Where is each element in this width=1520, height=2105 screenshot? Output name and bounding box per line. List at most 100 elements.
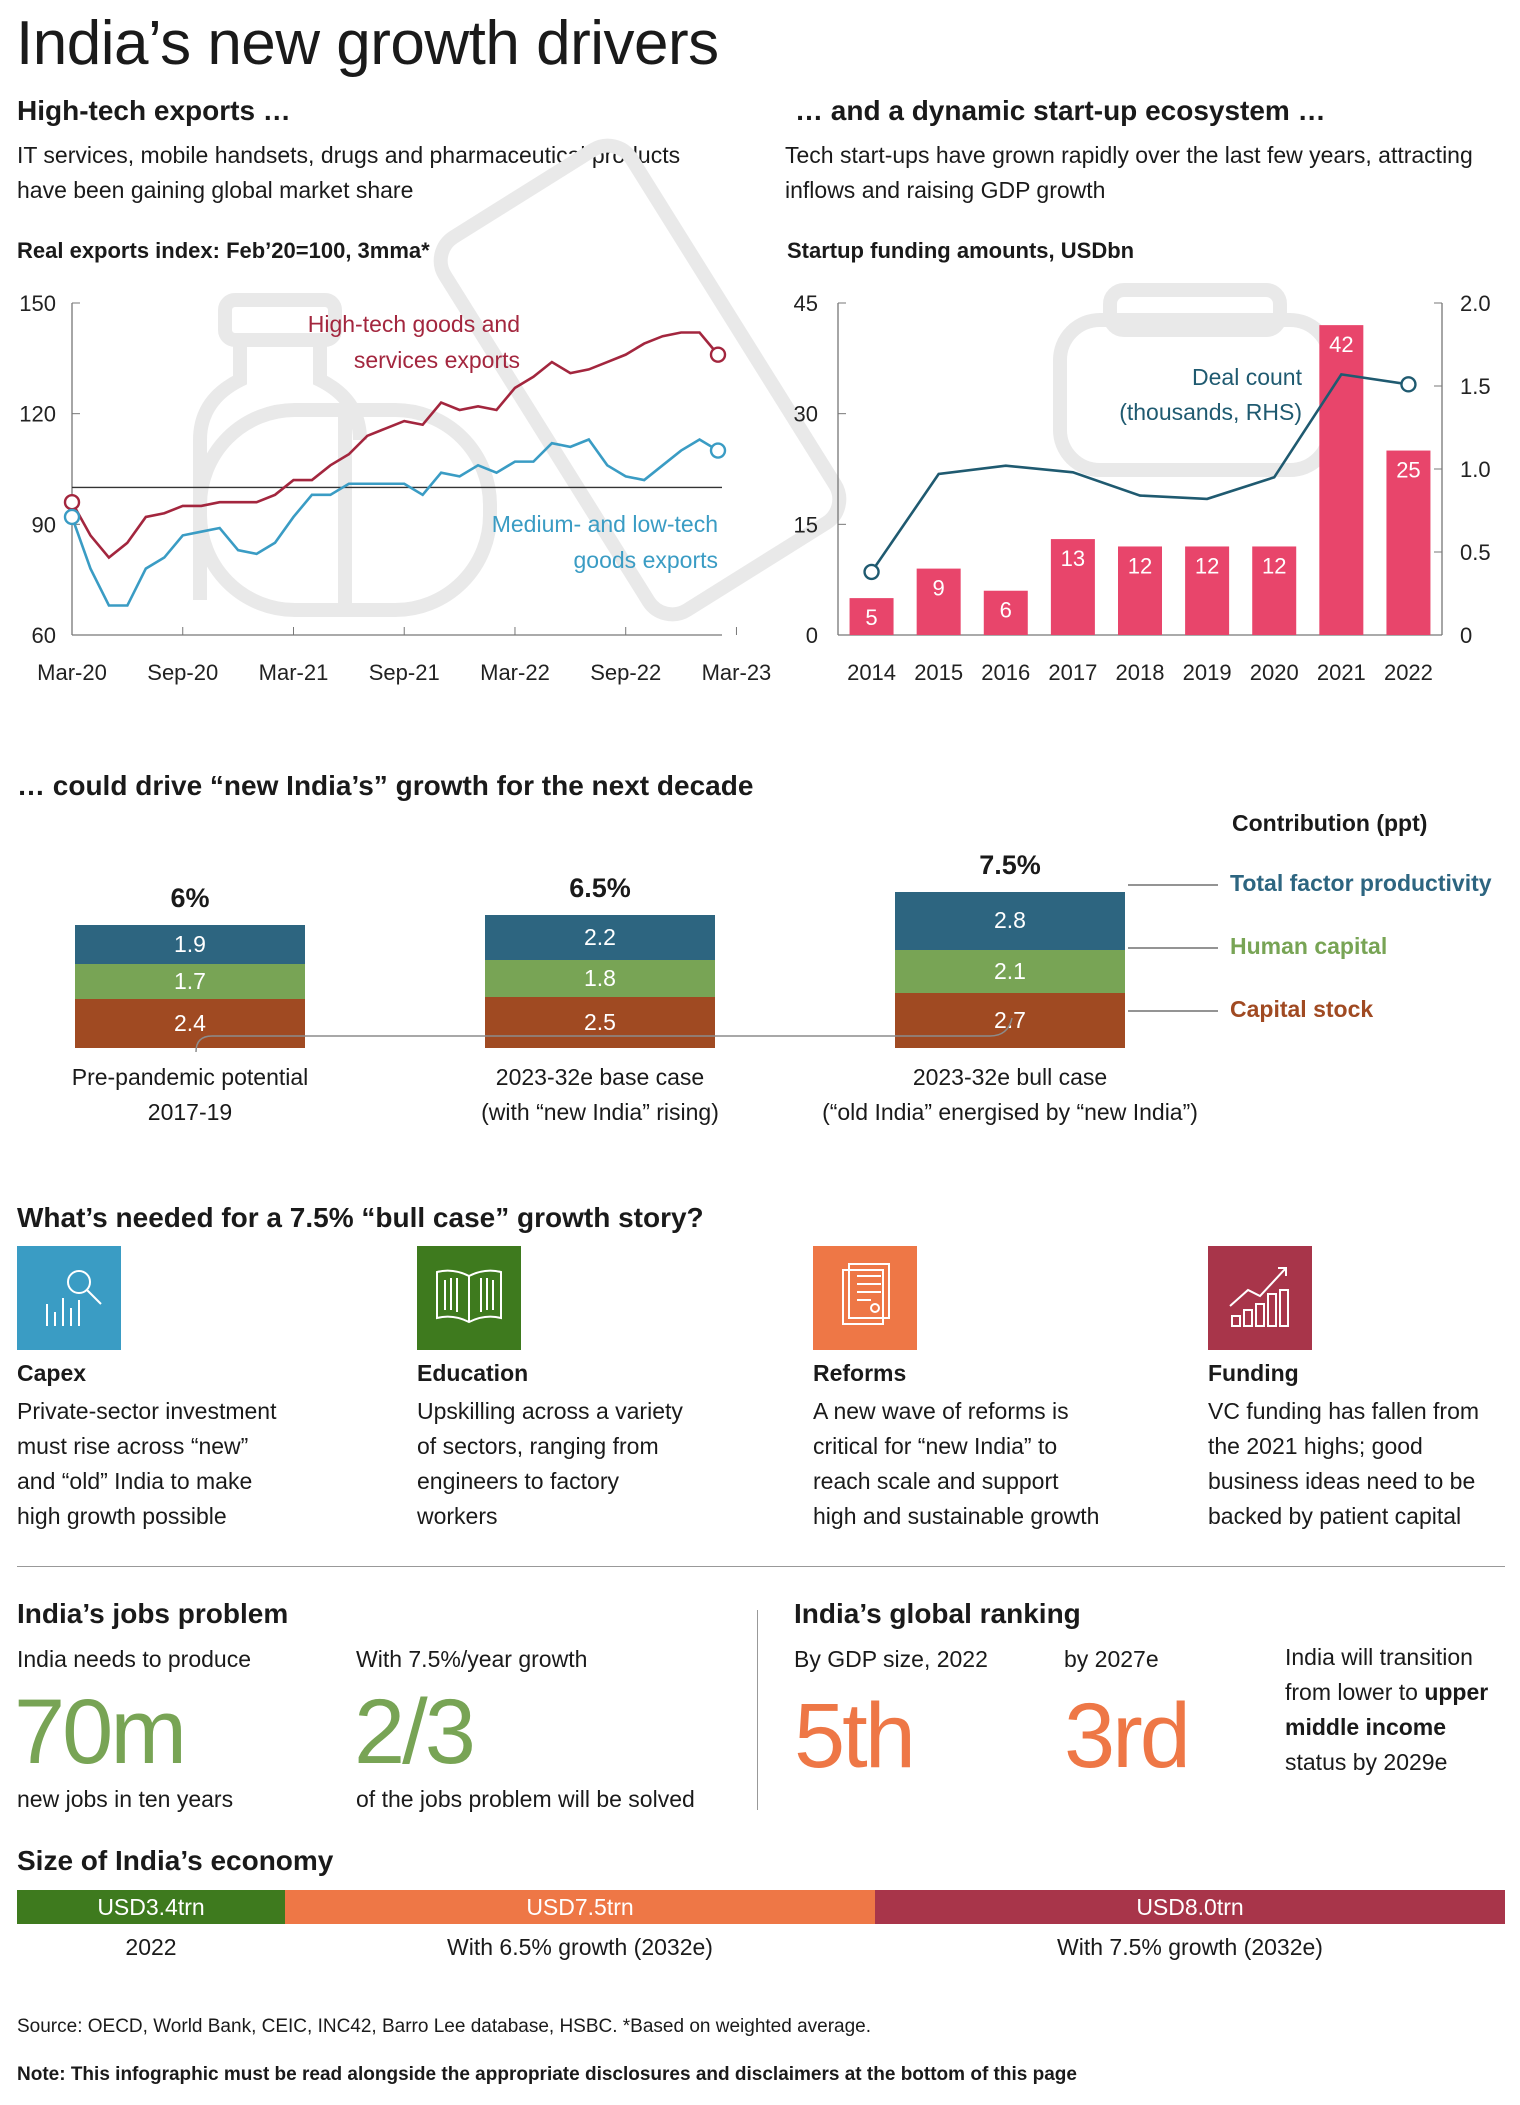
stacked-segment-human-capital: 1.8 [485, 959, 715, 997]
jobs-stat2-value: 2/3 [354, 1681, 476, 1783]
ranking-note-bold: middle income [1285, 1714, 1447, 1740]
x-tick-label: Sep-21 [369, 660, 440, 685]
series-endpoint [63, 508, 81, 526]
open-book-icon [417, 1246, 521, 1350]
x-tick-label: 2021 [1317, 660, 1366, 685]
needed-text: of sectors, ranging from [417, 1433, 659, 1459]
stacked-segment-total-factor-productivity: 2.8 [895, 892, 1125, 950]
y-tick-label: 120 [19, 402, 56, 427]
bar-value-label: 12 [1195, 553, 1219, 578]
series-label: goods exports [574, 547, 718, 573]
deal-count-label: (thousands, RHS) [1119, 399, 1302, 425]
needed-text: A new wave of reforms is [813, 1398, 1069, 1424]
funding-bar [983, 590, 1028, 635]
legend-tfp: Total factor productivity [1230, 870, 1492, 896]
deal-count-label: Deal count [1192, 364, 1303, 390]
ranking-note-line: from lower to [1285, 1679, 1425, 1705]
x-tick-label: 2016 [981, 660, 1030, 685]
economy-bar-bull: USD8.0trn [875, 1890, 1505, 1924]
ranking-stat2-value: 3rd [1064, 1685, 1191, 1787]
x-tick-label: 2014 [847, 660, 896, 685]
y2-tick-label: 1.0 [1460, 457, 1491, 482]
x-tick-label: 2022 [1384, 660, 1433, 685]
bar-value-label: 13 [1061, 546, 1085, 571]
economy-label-2022: 2022 [125, 1934, 177, 1960]
needed-text: Upskilling across a variety [417, 1398, 683, 1424]
funding-bar [1050, 539, 1095, 635]
funding-bar [916, 568, 961, 635]
right-chart-title: Startup funding amounts, USDbn [787, 238, 1135, 263]
ranking-note-line: India will transition [1285, 1644, 1473, 1670]
ranking-stat1-value: 5th [794, 1685, 916, 1787]
deal-count-endpoint [863, 563, 880, 581]
scenario-label: 2023-32e bull case [912, 1064, 1108, 1090]
needed-text: engineers to factory [417, 1468, 620, 1494]
funding-bar [1386, 450, 1431, 635]
y-tick-label: 0 [806, 623, 818, 648]
bar-value-label: 42 [1329, 332, 1353, 357]
needed-text: and “old” India to make [17, 1468, 253, 1494]
economy-bar-base: USD7.5trn [285, 1890, 875, 1924]
bar-value-label: 25 [1396, 458, 1420, 483]
needed-title-capex: Capex [17, 1360, 87, 1386]
y2-tick-label: 1.5 [1460, 374, 1491, 399]
ranking-heading: India’s global ranking [794, 1598, 1081, 1629]
exports-line-chart: 60 90 120 150 Mar-20 Sep-20 Mar-21 Sep-21 Mar-22… [19, 291, 771, 685]
x-tick-label: Mar-23 [702, 660, 772, 685]
legend-human-capital: Human capital [1230, 933, 1388, 959]
x-tick-label: 2020 [1250, 660, 1299, 685]
y-tick-label: 15 [794, 512, 818, 537]
economy-bar-2022: USD3.4trn [17, 1890, 285, 1924]
needed-text: business ideas need to be [1208, 1468, 1476, 1494]
y2-tick-label: 0 [1460, 623, 1472, 648]
y2-tick-label: 2.0 [1460, 291, 1491, 316]
bar-value-label: 12 [1262, 553, 1286, 578]
stacked-segment-capital-stock: 2.4 [75, 998, 305, 1048]
stacked-segment-capital-stock: 2.7 [895, 992, 1125, 1048]
y-tick-label: 30 [794, 402, 818, 427]
jobs-stat1-value: 70m [14, 1681, 187, 1783]
needed-text: the 2021 highs; good [1208, 1433, 1423, 1459]
x-tick-label: 2015 [914, 660, 963, 685]
document-icon [813, 1246, 917, 1350]
needed-heading: What’s needed for a 7.5% “bull case” gro… [17, 1202, 704, 1233]
series-endpoint [709, 346, 727, 363]
legend-connectors [195, 884, 1218, 1053]
jobs-stat1-bottom: new jobs in ten years [17, 1786, 234, 1812]
y2-tick-label: 0.5 [1460, 540, 1491, 565]
source-note: Source: OECD, World Bank, CEIC, INC42, B… [17, 2016, 872, 2037]
needed-text: must rise across “new” [17, 1433, 249, 1459]
section-brace-2 [195, 1017, 1013, 1053]
funding-bar [1118, 546, 1162, 635]
series-line [70, 331, 719, 560]
deal-count-endpoint [1400, 376, 1417, 393]
economy-label-bull: With 7.5% growth (2032e) [1057, 1934, 1323, 1960]
x-tick-label: Sep-22 [590, 660, 661, 685]
page-title: India’s new growth drivers [16, 9, 719, 78]
series-label: High-tech goods and [308, 311, 520, 337]
left-chart-title: Real exports index: Feb’20=100, 3mma* [17, 238, 430, 263]
ranking-note: India will transition from lower to uppe… [1285, 1640, 1515, 1780]
needed-title-education: Education [417, 1360, 529, 1386]
x-tick-label: Mar-21 [259, 660, 329, 685]
ranking-stat2-label: by 2027e [1064, 1646, 1159, 1672]
vertical-divider [757, 1610, 758, 1810]
legend-capital-stock: Capital stock [1230, 996, 1374, 1022]
jobs-stat2-bottom: of the jobs problem will be solved [356, 1786, 695, 1812]
funding-bar [1319, 325, 1364, 635]
bar-value-label: 5 [865, 605, 877, 630]
y-tick-label: 150 [19, 291, 56, 316]
watermark-illustration [193, 138, 1337, 622]
startup-funding-chart: 0 15 30 45 0 0.5 1.0 1.5 2.0 5 2014 9 2015 6 2016 13 201… [794, 291, 1491, 685]
economy-heading: Size of India’s economy [17, 1845, 334, 1876]
bar-value-label: 12 [1128, 553, 1152, 578]
scenario-label: Pre-pandemic potential [71, 1064, 309, 1090]
right-panel-heading: … and a dynamic start-up ecosystem … [795, 95, 1326, 126]
funding-bar [1252, 546, 1297, 635]
stacked-segment-capital-stock: 2.5 [485, 996, 715, 1048]
x-tick-label: 2018 [1116, 660, 1165, 685]
needed-text: critical for “new India” to [813, 1433, 1058, 1459]
divider [17, 1566, 1505, 1567]
y-tick-label: 60 [32, 623, 56, 648]
right-panel-description: Tech start-ups have grown rapidly over t… [785, 142, 1473, 203]
